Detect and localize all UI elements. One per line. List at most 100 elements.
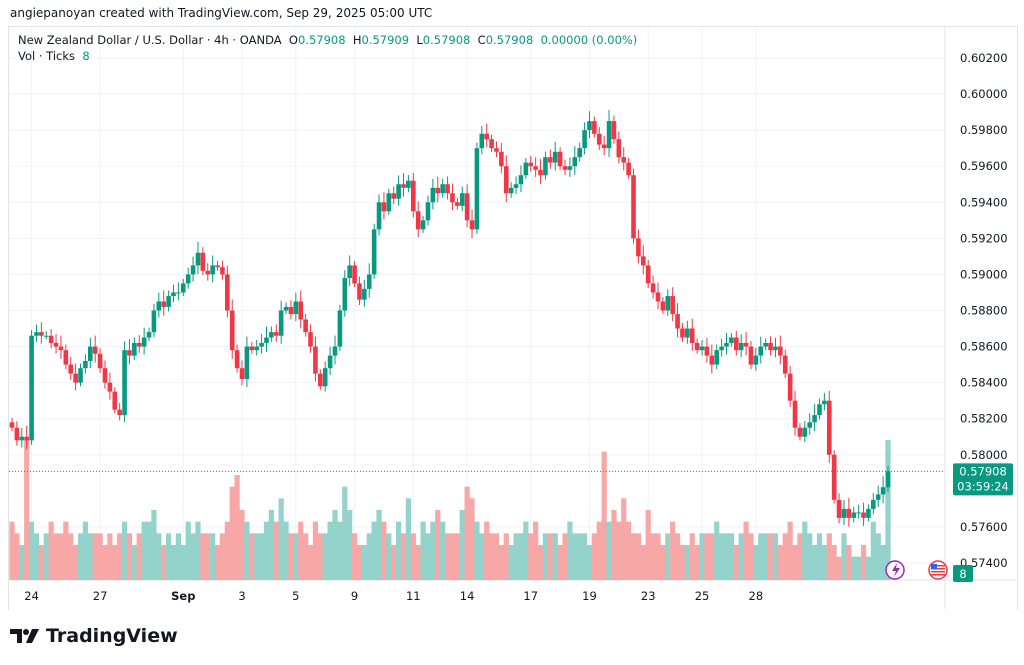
candle-body: [738, 342, 744, 351]
volume-bar: [77, 533, 84, 580]
volume-bar: [440, 521, 446, 580]
symbol-name[interactable]: New Zealand Dollar / U.S. Dollar · 4h · …: [18, 33, 282, 47]
volume-bar: [709, 533, 715, 580]
volume-bar: [528, 533, 534, 580]
candle-body: [851, 512, 857, 518]
candle-body: [63, 350, 69, 365]
candle-body: [782, 355, 788, 374]
volume-bar: [327, 521, 333, 580]
volume-bar: [356, 545, 363, 580]
candle-body: [787, 373, 793, 401]
volume-bar: [151, 510, 157, 580]
volume-bar: [767, 533, 774, 580]
volume-bar: [126, 533, 133, 580]
candle-body: [425, 202, 431, 221]
candle-body: [812, 415, 817, 423]
volume-bar: [797, 533, 803, 580]
candle-body: [278, 310, 284, 336]
volume-bar: [185, 521, 191, 580]
candle-body: [445, 184, 450, 194]
candle-body: [582, 130, 587, 149]
volume-bar: [586, 545, 593, 580]
candlestick-chart[interactable]: 0.60200 0.60000 0.59800 0.59600 0.59400 0.592…: [0, 0, 1024, 620]
volume-bar: [14, 533, 20, 580]
volume-bar: [180, 545, 186, 580]
candle-body: [660, 301, 666, 311]
candle-body: [733, 337, 739, 351]
volume-bar: [596, 521, 602, 580]
candle-body: [484, 133, 490, 140]
volume-bar: [802, 521, 808, 580]
candle-body: [709, 355, 715, 365]
candle-body: [636, 238, 641, 257]
volume-bar: [699, 533, 705, 580]
candle-body: [552, 151, 558, 163]
volume-bar: [577, 533, 583, 580]
candle-body: [831, 454, 837, 500]
chart-legend: New Zealand Dollar / U.S. Dollar · 4h · …: [18, 32, 637, 64]
volume-bar: [258, 533, 265, 580]
candle-body: [161, 301, 167, 307]
volume-bar: [425, 533, 431, 580]
candle-body: [655, 292, 661, 302]
candle-body: [753, 355, 759, 365]
volume-bar: [533, 521, 539, 580]
candle-body: [836, 499, 842, 518]
candle-body: [19, 436, 25, 441]
volume-bar: [38, 545, 44, 580]
candle-body: [577, 148, 582, 158]
candle-body: [856, 512, 861, 514]
candle-body: [171, 292, 176, 297]
candle-body: [136, 342, 142, 347]
us-flag-event-icon[interactable]: [928, 560, 948, 580]
price-tick-label: 0.59200: [960, 231, 1008, 245]
candle-body: [797, 427, 803, 437]
volume-bar: [621, 498, 627, 580]
candle-body: [210, 265, 215, 275]
time-tick-label: 5: [292, 589, 299, 603]
volume-bar: [449, 533, 456, 580]
candle-body: [758, 346, 764, 356]
candle-body: [122, 350, 127, 416]
candle-body: [362, 288, 367, 300]
flag-stripe: [931, 574, 945, 576]
time-tick-label: 19: [582, 589, 597, 603]
candle-body: [871, 499, 876, 509]
volume-bar: [391, 545, 397, 580]
volume-bar: [728, 533, 734, 580]
candle-body: [298, 301, 304, 320]
volume-bar: [288, 533, 294, 580]
time-tick-label: Sep: [171, 589, 195, 603]
volume-bar: [846, 545, 852, 580]
candle-body: [606, 121, 612, 149]
candle-body: [802, 427, 808, 437]
volume-bar: [885, 440, 891, 580]
time-tick-label: 25: [695, 589, 710, 603]
volume-bar: [351, 533, 358, 580]
volume-bar: [851, 556, 857, 580]
volume-bar: [381, 521, 387, 580]
candle-body: [846, 508, 852, 518]
candle-body: [176, 292, 181, 294]
lightning-event-icon[interactable]: [885, 560, 905, 580]
candle-body: [264, 337, 269, 343]
volume-bar: [87, 533, 93, 580]
candle-body: [166, 296, 171, 307]
volume-bar: [366, 533, 372, 580]
volume-bar: [704, 533, 710, 580]
candle-body: [474, 148, 480, 230]
candle-body: [92, 346, 98, 354]
volume-bar: [371, 521, 377, 580]
volume-label[interactable]: Vol · Ticks: [18, 49, 76, 63]
candle-body: [841, 508, 847, 518]
time-tick-label: 3: [238, 589, 245, 603]
candle-body: [180, 283, 186, 293]
volume-bar: [763, 533, 769, 580]
time-tick-label: 27: [93, 589, 108, 603]
volume-bar: [112, 545, 118, 580]
volume-bar: [650, 533, 656, 580]
tradingview-logo[interactable]: TradingView: [10, 625, 178, 647]
volume-bar: [244, 521, 250, 580]
high-value: 0.57909: [361, 33, 410, 47]
